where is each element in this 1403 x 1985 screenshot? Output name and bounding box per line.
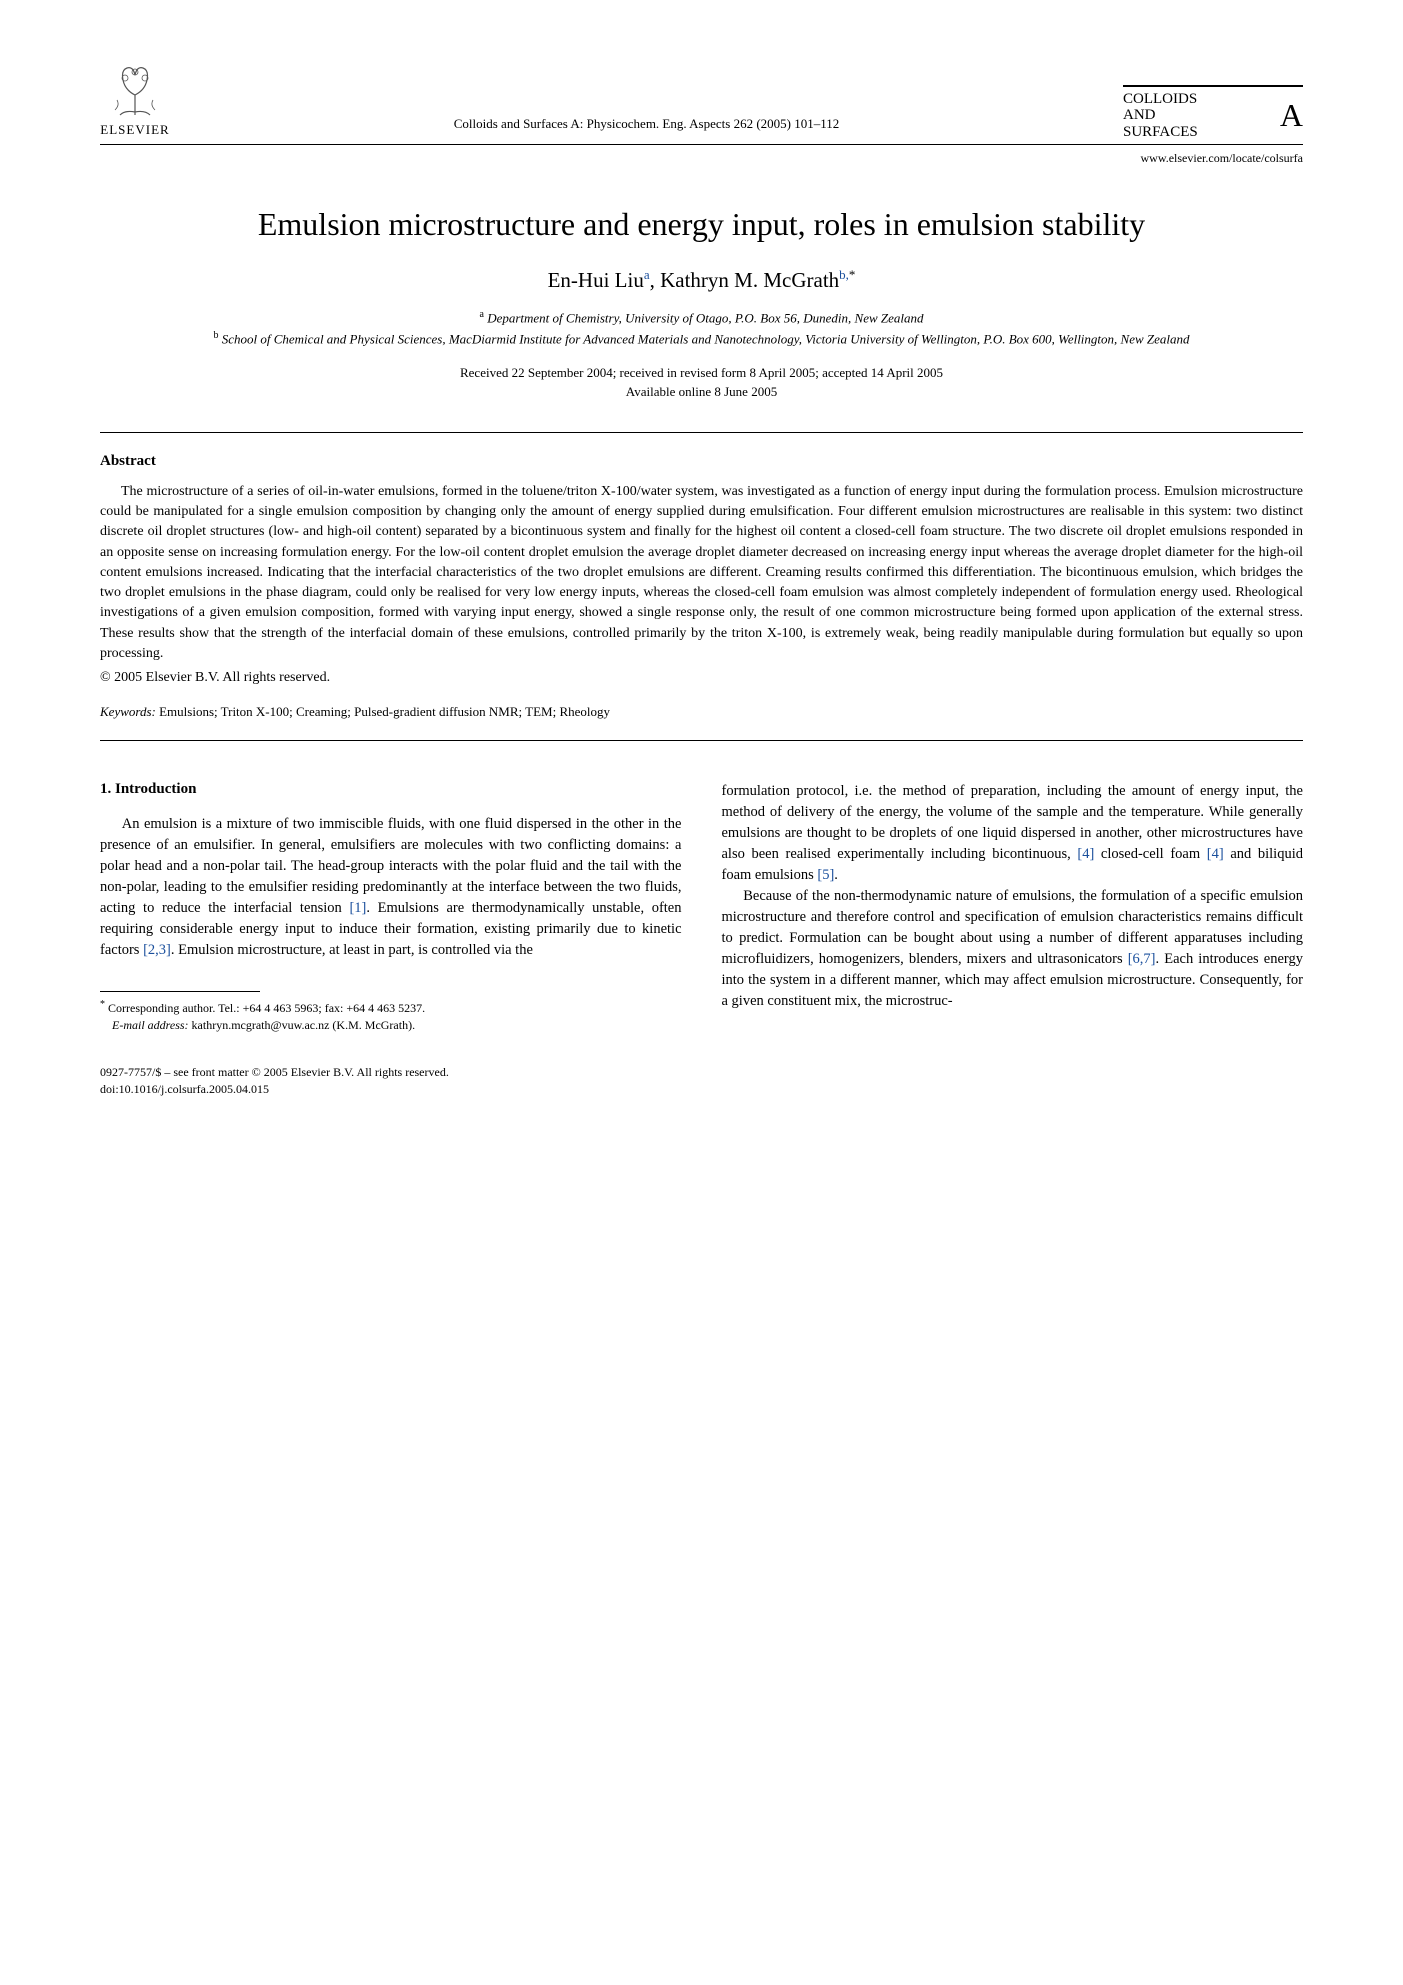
dates-line-2: Available online 8 June 2005 (100, 382, 1303, 402)
abstract-heading: Abstract (100, 453, 1303, 470)
intro-paragraph-2: formulation protocol, i.e. the method of… (722, 781, 1304, 886)
affiliation-a: Department of Chemistry, University of O… (487, 310, 923, 325)
footnote-email-label: E-mail address: (112, 1018, 189, 1032)
rule-above-abstract (100, 432, 1303, 433)
citation-1[interactable]: [1] (349, 900, 366, 916)
keywords-label: Keywords: (100, 704, 156, 719)
journal-citation: Colloids and Surfaces A: Physicochem. En… (170, 116, 1123, 140)
dates-line-1: Received 22 September 2004; received in … (100, 363, 1303, 383)
footnote-rule (100, 991, 260, 992)
rule-below-keywords (100, 740, 1303, 741)
header-row: ELSEVIER Colloids and Surfaces A: Physic… (100, 60, 1303, 145)
body-columns: 1. Introduction An emulsion is a mixture… (100, 781, 1303, 1097)
footer-issn: 0927-7757/$ – see front matter © 2005 El… (100, 1064, 682, 1081)
author-1: En-Hui Liu (548, 268, 644, 292)
affiliations: a Department of Chemistry, University of… (100, 307, 1303, 349)
corresponding-star: * (849, 267, 856, 282)
citation-5[interactable]: [5] (817, 867, 834, 883)
publisher-logo: ELSEVIER (100, 60, 170, 140)
publisher-block: ELSEVIER (100, 60, 170, 140)
journal-brand-text: COLLOIDS AND SURFACES (1123, 91, 1198, 141)
author-list: En-Hui Liua, Kathryn M. McGrathb,* (100, 267, 1303, 293)
intro-paragraph-1: An emulsion is a mixture of two immiscib… (100, 814, 682, 961)
citation-4a[interactable]: [4] (1077, 846, 1094, 862)
column-left: 1. Introduction An emulsion is a mixture… (100, 781, 682, 1097)
article-dates: Received 22 September 2004; received in … (100, 363, 1303, 402)
intro-paragraph-3: Because of the non-thermodynamic nature … (722, 886, 1304, 1012)
publisher-name: ELSEVIER (100, 122, 169, 138)
brand-line-3: SURFACES (1123, 124, 1198, 141)
citation-4b[interactable]: [4] (1207, 846, 1224, 862)
footer-meta: 0927-7757/$ – see front matter © 2005 El… (100, 1064, 682, 1098)
author-2: Kathryn M. McGrath (660, 268, 839, 292)
abstract-body: The microstructure of a series of oil-in… (100, 482, 1303, 665)
article-title: Emulsion microstructure and energy input… (100, 206, 1303, 243)
affiliation-b: School of Chemical and Physical Sciences… (222, 331, 1190, 346)
footnote-email[interactable]: kathryn.mcgrath@vuw.ac.nz (K.M. McGrath)… (192, 1018, 416, 1032)
column-right: formulation protocol, i.e. the method of… (722, 781, 1304, 1097)
footnote-star: * (100, 999, 105, 1010)
citation-2-3[interactable]: [2,3] (143, 942, 171, 958)
footer-doi: doi:10.1016/j.colsurfa.2005.04.015 (100, 1081, 682, 1098)
section-1-heading: 1. Introduction (100, 781, 682, 798)
journal-brand: COLLOIDS AND SURFACES A (1123, 85, 1303, 141)
keywords-value: Emulsions; Triton X-100; Creaming; Pulse… (159, 704, 610, 719)
author-2-affil: b, (839, 267, 849, 282)
corresponding-author-footnote: * Corresponding author. Tel.: +64 4 463 … (100, 998, 682, 1034)
citation-6-7[interactable]: [6,7] (1128, 951, 1156, 967)
journal-url[interactable]: www.elsevier.com/locate/colsurfa (100, 151, 1303, 166)
brand-line-2: AND (1123, 107, 1198, 124)
footnote-corr: Corresponding author. Tel.: +64 4 463 59… (108, 1001, 425, 1015)
brand-line-1: COLLOIDS (1123, 91, 1198, 108)
elsevier-tree-icon (105, 60, 165, 120)
journal-brand-letter: A (1280, 97, 1303, 134)
abstract-copyright: © 2005 Elsevier B.V. All rights reserved… (100, 670, 1303, 686)
keywords: Keywords: Emulsions; Triton X-100; Cream… (100, 704, 1303, 720)
